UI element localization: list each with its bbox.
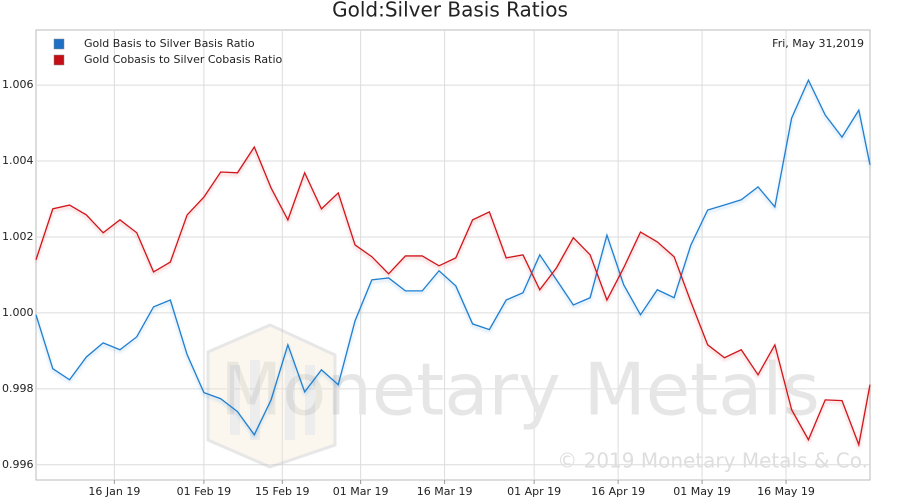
- x-tick-label: 01 Mar 19: [333, 485, 389, 498]
- date-label: Fri, May 31,2019: [772, 37, 864, 50]
- y-tick-label: 1.002: [2, 230, 34, 243]
- x-tick-label: 01 Apr 19: [507, 485, 561, 498]
- watermark-logo: [206, 323, 337, 469]
- copyright: © 2019 Monetary Metals & Co.: [557, 449, 868, 473]
- y-tick-label: 1.000: [2, 306, 34, 319]
- y-tick-label: 1.004: [2, 154, 34, 167]
- plot-frame: [35, 29, 871, 481]
- x-tick-label: 16 Apr 19: [591, 485, 645, 498]
- series-line: [35, 78, 871, 437]
- x-tick-label: 01 May 19: [673, 485, 731, 498]
- watermark: Monetary Metals: [220, 348, 820, 432]
- y-tick-label: 0.998: [2, 382, 34, 395]
- x-tick-label: 16 Jan 19: [88, 485, 140, 498]
- legend-swatch: [53, 38, 65, 50]
- x-tick-label: 16 May 19: [757, 485, 815, 498]
- y-tick-label: 1.006: [2, 78, 34, 91]
- y-tick-label: 0.996: [2, 458, 34, 471]
- legend-label: Gold Cobasis to Silver Cobasis Ratio: [84, 53, 283, 66]
- x-tick-label: 15 Feb 19: [255, 485, 309, 498]
- legend-label: Gold Basis to Silver Basis Ratio: [84, 37, 255, 50]
- grid: [36, 30, 870, 480]
- legend-swatch: [53, 54, 65, 66]
- x-tick-label: 01 Feb 19: [177, 485, 231, 498]
- series-line: [35, 145, 871, 448]
- x-tick-label: 16 Mar 19: [417, 485, 473, 498]
- chart-title: Gold:Silver Basis Ratios: [332, 0, 568, 22]
